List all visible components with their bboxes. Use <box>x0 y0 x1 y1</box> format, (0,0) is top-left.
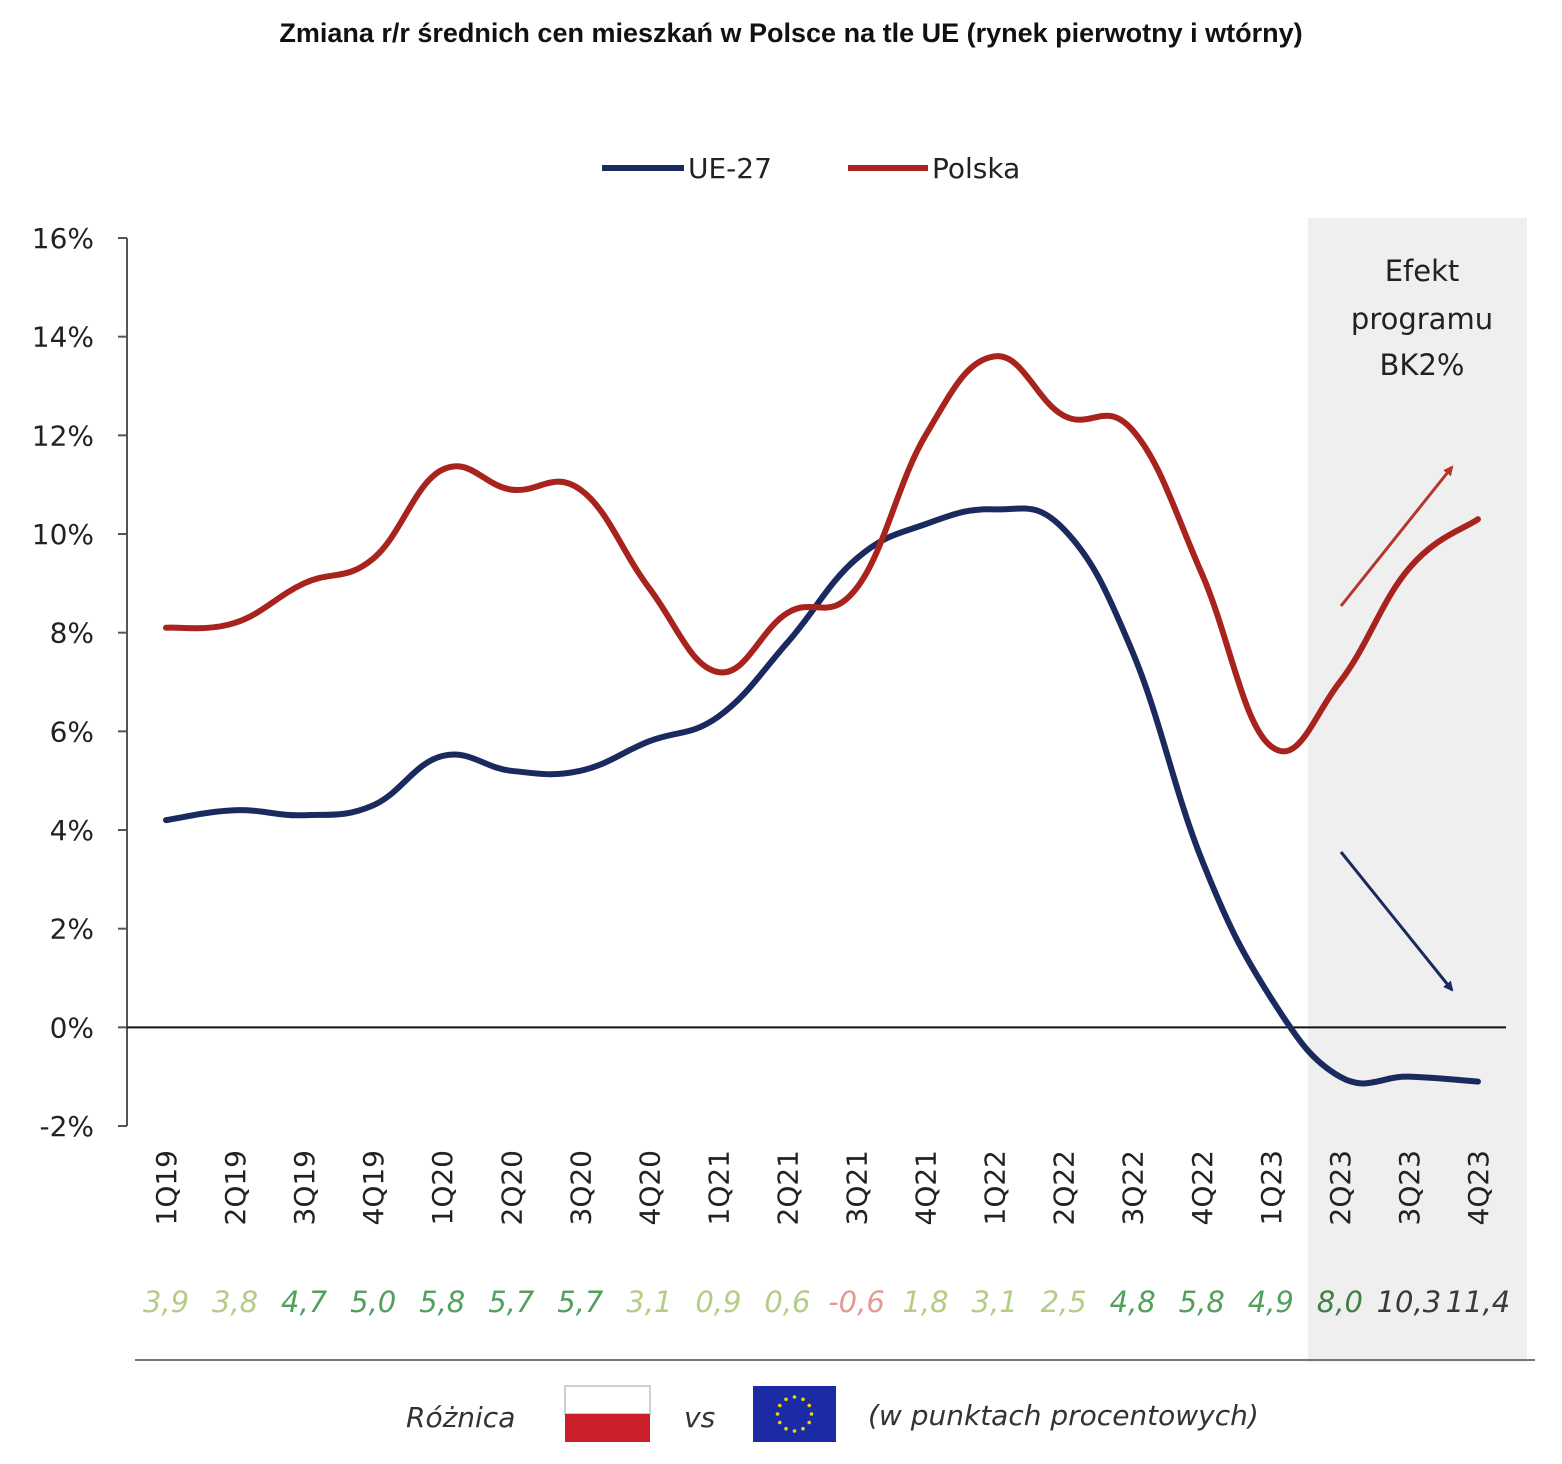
y-tick-label: 2% <box>50 913 94 946</box>
series-line <box>163 353 1481 755</box>
annotation-line-3: BK2% <box>1380 348 1465 382</box>
y-tick-label: 0% <box>50 1011 94 1044</box>
y-tick-label: 14% <box>32 321 94 354</box>
difference-value: 0,6 <box>764 1285 810 1319</box>
y-tick-label: 6% <box>50 715 94 748</box>
x-tick-label: 4Q22 <box>1186 1150 1219 1225</box>
chart-title: Zmiana r/r średnich cen mieszkań w Polsc… <box>279 18 1302 48</box>
difference-value: 3,9 <box>143 1285 189 1319</box>
x-tick-label: 2Q22 <box>1048 1150 1081 1225</box>
difference-value: -0,6 <box>828 1285 885 1319</box>
arrow-up-icon <box>1339 465 1454 607</box>
difference-value: 4,9 <box>1248 1285 1294 1319</box>
y-tick-label: 16% <box>32 222 94 255</box>
difference-value: 5,7 <box>488 1285 535 1319</box>
difference-value: 5,8 <box>1179 1285 1225 1319</box>
x-tick-label: 3Q19 <box>288 1150 321 1225</box>
legend-label-polska: Polska <box>932 152 1020 185</box>
difference-value: 3,8 <box>212 1285 258 1319</box>
x-tick-label: 1Q22 <box>979 1150 1012 1225</box>
difference-value: 4,7 <box>281 1285 328 1319</box>
eu-flag-icon <box>753 1386 836 1442</box>
difference-value: 3,1 <box>626 1285 672 1319</box>
x-tick-label: 4Q21 <box>910 1150 943 1225</box>
difference-value: 1,8 <box>902 1285 948 1319</box>
x-tick-label: 4Q19 <box>357 1150 390 1225</box>
shaded-rect <box>1307 218 1527 1362</box>
poland-flag-icon <box>564 1385 651 1442</box>
x-tick-label: 3Q20 <box>564 1150 597 1225</box>
annotation-line-1: Efekt <box>1385 254 1460 288</box>
x-tick-label: 3Q23 <box>1393 1150 1426 1225</box>
footer-legend: Różnica vs (w punktach procentowych) <box>406 1385 1259 1442</box>
difference-value: 2,5 <box>1041 1285 1087 1319</box>
y-tick-label: 12% <box>32 419 94 452</box>
x-tick-label: 2Q21 <box>771 1150 804 1225</box>
vs-label: vs <box>684 1401 715 1434</box>
difference-values: 3,9 3,8 4,7 5,0 5,8 5,7 5,7 3,1 0,9 0,6 -0,6 1,8 3,1… <box>143 1285 1510 1319</box>
annotation-bk2: Efekt programu BK2% <box>1351 254 1493 382</box>
x-tick-label: 1Q21 <box>702 1150 735 1225</box>
x-tick-label: 4Q23 <box>1462 1150 1495 1225</box>
difference-value: 8,0 <box>1317 1285 1363 1319</box>
series-ue-27 <box>163 505 1481 1087</box>
y-tick-label: 4% <box>50 814 94 847</box>
difference-value: 5,0 <box>350 1285 396 1319</box>
x-tick-label: 2Q19 <box>219 1150 252 1225</box>
y-tick-label: -2% <box>39 1110 94 1143</box>
legend-label-ue27: UE-27 <box>688 152 772 185</box>
arrow-down-icon <box>1339 851 1454 992</box>
shaded-region <box>1307 218 1527 1362</box>
x-tick-label: 3Q21 <box>841 1150 874 1225</box>
y-tick-label: 10% <box>32 518 94 551</box>
difference-value: 10,3 <box>1377 1285 1442 1319</box>
x-axis: 1Q19 2Q19 3Q19 4Q19 1Q20 2Q20 3Q20 4Q20 1Q21 2Q21… <box>150 1150 1495 1225</box>
x-tick-label: 3Q22 <box>1117 1150 1150 1225</box>
x-tick-label: 1Q19 <box>150 1150 183 1225</box>
y-axis: -2% 0% 2% 4% 6% 8% 10% 12% 14% 16% <box>32 222 1506 1143</box>
difference-value: 11,4 <box>1446 1285 1511 1319</box>
unit-note: (w punktach procentowych) <box>868 1399 1259 1432</box>
annotation-line-2: programu <box>1351 302 1493 336</box>
difference-label: Różnica <box>406 1401 515 1434</box>
legend: UE-27 Polska <box>602 152 1020 185</box>
x-tick-label: 2Q23 <box>1324 1150 1357 1225</box>
difference-value: 3,1 <box>972 1285 1018 1319</box>
difference-value: 5,8 <box>419 1285 465 1319</box>
x-tick-label: 4Q20 <box>633 1150 666 1225</box>
difference-value: 5,7 <box>557 1285 604 1319</box>
difference-value: 4,8 <box>1110 1285 1156 1319</box>
x-tick-label: 2Q20 <box>495 1150 528 1225</box>
difference-value: 0,9 <box>695 1285 741 1319</box>
trend-arrows <box>1339 465 1454 992</box>
series-group <box>163 353 1481 1087</box>
series-line <box>163 505 1481 1087</box>
series-polska <box>163 353 1481 755</box>
x-tick-label: 1Q23 <box>1255 1150 1288 1225</box>
x-tick-label: 1Q20 <box>426 1150 459 1225</box>
y-tick-label: 8% <box>50 617 94 650</box>
